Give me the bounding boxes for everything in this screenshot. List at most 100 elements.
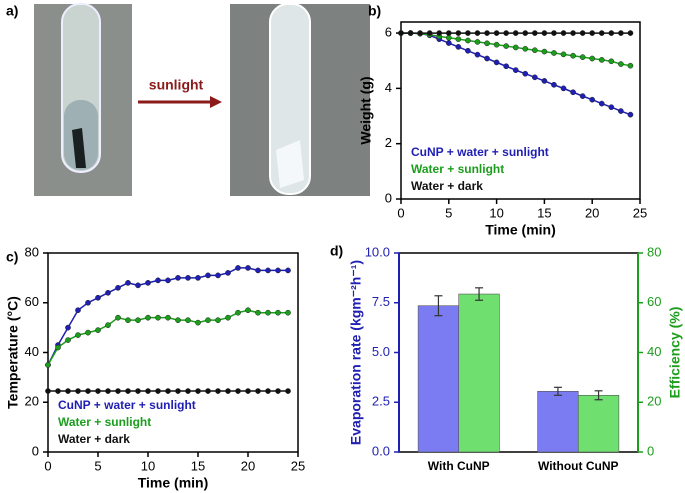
data-point bbox=[608, 30, 615, 36]
data-point bbox=[285, 267, 291, 274]
data-point bbox=[589, 96, 596, 103]
data-point bbox=[75, 388, 81, 394]
data-point bbox=[125, 317, 131, 324]
data-point bbox=[245, 388, 251, 394]
data-point bbox=[465, 47, 471, 54]
data-point bbox=[493, 41, 500, 48]
y-tick-label: 0 bbox=[647, 443, 654, 458]
data-point bbox=[522, 45, 529, 52]
data-point bbox=[618, 108, 624, 114]
data-point bbox=[235, 265, 241, 271]
legend-entry: Water + dark bbox=[411, 179, 483, 193]
data-point bbox=[285, 388, 291, 394]
data-point bbox=[579, 30, 586, 36]
data-point bbox=[417, 30, 423, 36]
data-point bbox=[215, 272, 221, 279]
data-point bbox=[45, 388, 51, 394]
data-point bbox=[255, 309, 261, 316]
data-point bbox=[484, 30, 490, 36]
data-point bbox=[145, 388, 151, 394]
data-point bbox=[455, 30, 462, 36]
data-point bbox=[570, 52, 576, 59]
data-point bbox=[255, 267, 261, 274]
x-tick-label: 25 bbox=[291, 458, 305, 473]
x-tick-label: 5 bbox=[445, 205, 452, 220]
data-point bbox=[608, 58, 615, 65]
data-point bbox=[589, 55, 596, 62]
plot-frame bbox=[400, 21, 641, 200]
y2-axis-title: Efficiency (%) bbox=[667, 307, 683, 399]
data-point bbox=[493, 59, 500, 66]
data-point bbox=[135, 317, 141, 324]
data-point bbox=[225, 314, 231, 321]
data-point bbox=[245, 265, 251, 271]
data-point bbox=[155, 314, 161, 321]
y-tick-label: 2.5 bbox=[372, 394, 390, 409]
x-axis-title: Time (min) bbox=[138, 475, 209, 491]
data-point bbox=[598, 57, 605, 63]
y-tick-label: 5.0 bbox=[372, 344, 390, 359]
data-point bbox=[598, 100, 605, 107]
legend-entry: Water + dark bbox=[58, 432, 130, 446]
data-point bbox=[85, 329, 91, 336]
bar bbox=[577, 394, 620, 453]
data-point bbox=[465, 37, 471, 44]
data-point bbox=[445, 40, 452, 46]
data-point bbox=[398, 30, 404, 36]
y-tick-label: 80 bbox=[25, 244, 39, 259]
data-point bbox=[175, 388, 181, 394]
y-tick-label: 60 bbox=[647, 294, 661, 309]
data-point bbox=[115, 314, 121, 321]
data-point bbox=[265, 309, 271, 316]
data-point bbox=[235, 309, 241, 316]
data-point bbox=[105, 289, 111, 296]
data-point bbox=[455, 44, 462, 50]
bar bbox=[458, 293, 500, 453]
y-axis-title: Temperature (°C) bbox=[5, 296, 21, 409]
y-tick-label: 0 bbox=[385, 190, 392, 205]
data-point bbox=[503, 43, 510, 49]
legend-entry: CuNP + water + sunlight bbox=[58, 398, 196, 412]
data-point bbox=[589, 30, 596, 36]
y-tick-label: 20 bbox=[647, 394, 661, 409]
data-point bbox=[570, 30, 576, 36]
data-point bbox=[165, 314, 171, 321]
data-point bbox=[598, 30, 605, 36]
y-tick-label: 20 bbox=[25, 394, 39, 409]
data-point bbox=[215, 317, 221, 324]
data-point bbox=[255, 388, 261, 394]
y-tick-label: 4 bbox=[385, 80, 392, 95]
data-point bbox=[225, 388, 231, 394]
data-point bbox=[265, 388, 271, 394]
data-point bbox=[618, 30, 624, 36]
y-tick-label: 10.0 bbox=[365, 244, 390, 259]
data-point bbox=[627, 62, 634, 69]
data-point bbox=[265, 267, 271, 274]
data-point bbox=[560, 51, 567, 58]
data-point bbox=[541, 78, 548, 84]
data-point bbox=[225, 270, 231, 276]
data-point bbox=[551, 50, 557, 56]
data-point bbox=[235, 388, 241, 394]
data-point bbox=[145, 314, 151, 321]
data-point bbox=[579, 93, 586, 99]
data-point bbox=[445, 30, 452, 36]
data-point bbox=[75, 307, 81, 314]
data-point bbox=[95, 327, 101, 333]
x-tick-label: With CuNP bbox=[428, 459, 490, 473]
data-point bbox=[85, 388, 91, 394]
data-point bbox=[522, 30, 529, 36]
x-tick-label: 5 bbox=[94, 458, 101, 473]
x-tick-label: 0 bbox=[44, 458, 51, 473]
x-tick-label: 10 bbox=[489, 205, 503, 220]
panel-label: d) bbox=[330, 243, 343, 259]
x-axis-title: Time (min) bbox=[485, 222, 556, 238]
data-point bbox=[627, 111, 634, 118]
data-point bbox=[165, 277, 171, 284]
data-point bbox=[185, 388, 191, 394]
data-point bbox=[474, 51, 481, 58]
legend-entry: CuNP + water + sunlight bbox=[411, 145, 549, 159]
data-point bbox=[195, 275, 201, 281]
data-point bbox=[503, 30, 510, 36]
